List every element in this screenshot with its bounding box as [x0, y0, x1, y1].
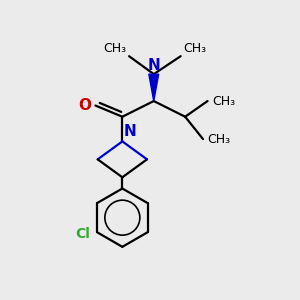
Text: CH₃: CH₃ [104, 42, 127, 55]
Text: Cl: Cl [76, 227, 90, 242]
Text: CH₃: CH₃ [183, 42, 206, 55]
Polygon shape [149, 74, 159, 101]
Text: CH₃: CH₃ [212, 94, 235, 107]
Text: N: N [147, 58, 160, 73]
Text: O: O [78, 98, 91, 113]
Text: N: N [124, 124, 136, 139]
Text: CH₃: CH₃ [208, 133, 231, 146]
